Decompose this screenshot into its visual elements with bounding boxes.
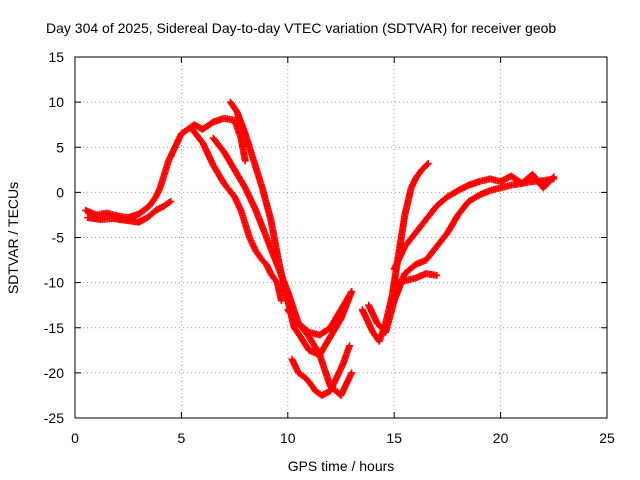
x-tick-label: 25 bbox=[599, 430, 615, 446]
track-marker bbox=[423, 161, 431, 169]
grid bbox=[75, 57, 607, 418]
y-tick-label: -5 bbox=[52, 230, 65, 246]
y-axis-title: SDTVAR / TECUs bbox=[5, 182, 21, 294]
x-tick-label: 0 bbox=[71, 430, 79, 446]
data-point bbox=[550, 173, 558, 181]
y-tick-label: 15 bbox=[48, 49, 64, 65]
data-point bbox=[241, 157, 249, 165]
data-point bbox=[167, 197, 175, 205]
x-tick-label: 10 bbox=[280, 430, 296, 446]
chart-title: Day 304 of 2025, Sidereal Day-to-day VTE… bbox=[46, 20, 556, 36]
axis-ticks: 0 5 10 15 20 25 15 10 5 0 -5 -10 -15 -20 -25 bbox=[44, 49, 615, 446]
x-tick-label: 5 bbox=[178, 430, 186, 446]
y-tick-label: -15 bbox=[44, 320, 64, 336]
x-tick-label: 15 bbox=[386, 430, 402, 446]
data-point bbox=[346, 342, 354, 350]
track-marker bbox=[272, 277, 280, 285]
y-tick-label: -25 bbox=[44, 410, 64, 426]
data-markers bbox=[82, 98, 558, 399]
data-point bbox=[433, 271, 441, 279]
y-tick-label: -20 bbox=[44, 365, 64, 381]
x-axis-title: GPS time / hours bbox=[288, 458, 395, 474]
y-tick-label: 0 bbox=[56, 184, 64, 200]
x-tick-label: 20 bbox=[493, 430, 509, 446]
data-point bbox=[277, 297, 285, 305]
data-point bbox=[424, 159, 432, 167]
data-point bbox=[348, 288, 356, 296]
track-marker bbox=[549, 174, 557, 182]
data-point bbox=[348, 369, 356, 377]
track-marker bbox=[347, 289, 355, 297]
y-tick-label: -10 bbox=[44, 275, 64, 291]
y-tick-label: 10 bbox=[48, 94, 64, 110]
y-tick-label: 5 bbox=[56, 139, 64, 155]
